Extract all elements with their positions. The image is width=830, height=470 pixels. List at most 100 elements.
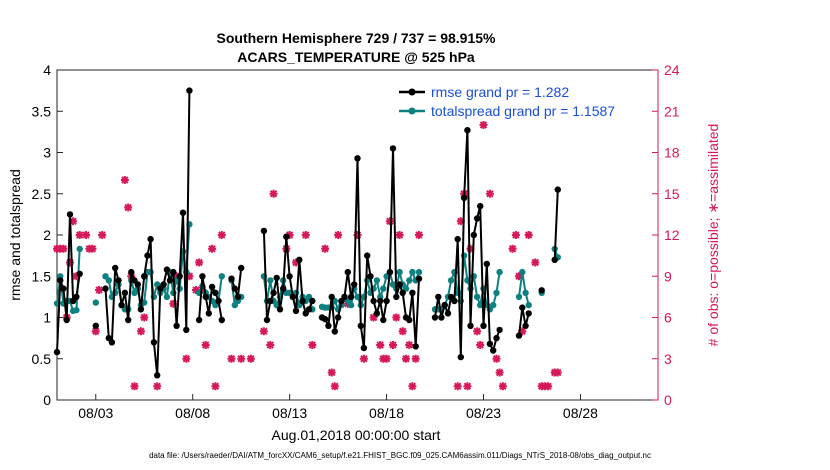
rmse-point <box>60 285 67 292</box>
right-y-tick-label: 3 <box>664 351 672 367</box>
obs-count-marker <box>408 382 417 391</box>
data-file-footer: data file: /Users/raeder/DAI/ATM_forcXX/… <box>149 451 651 460</box>
obs-marker-stroke <box>402 355 410 363</box>
obs-marker-stroke <box>382 355 391 363</box>
obs-marker-stroke <box>331 382 339 390</box>
obs-marker-stroke <box>544 382 552 390</box>
right-y-tick-label: 21 <box>664 103 680 119</box>
x-tick-label: 08/13 <box>272 405 307 421</box>
obs-marker-stroke <box>479 121 488 129</box>
obs-count-marker <box>269 189 278 198</box>
obs-marker-stroke <box>512 231 520 239</box>
rmse-point <box>276 306 284 313</box>
x-tick-label: 08/23 <box>466 405 501 421</box>
rmse-point <box>108 339 116 346</box>
rmse-point <box>195 316 203 324</box>
rmse-point <box>431 314 439 321</box>
rmse-point <box>102 285 109 292</box>
obs-marker-stroke <box>140 313 148 322</box>
rmse-point <box>331 328 338 335</box>
rmse-point <box>137 306 145 313</box>
rmse-point <box>154 372 161 379</box>
rmse-point <box>267 297 274 305</box>
obs-marker-stroke <box>454 382 462 390</box>
obs-count-marker <box>266 341 275 349</box>
rmse-point <box>383 297 390 305</box>
obs-marker-stroke <box>98 231 106 239</box>
rmse-point <box>118 301 125 309</box>
rmse-point <box>551 256 558 263</box>
obs-marker-stroke <box>495 368 504 377</box>
rmse-point <box>412 343 419 350</box>
obs-count-marker <box>463 382 472 391</box>
x-tick-label: 08/03 <box>78 405 113 421</box>
rmse-point <box>286 273 293 280</box>
obs-marker-stroke <box>415 231 423 239</box>
obs-count-marker <box>195 258 204 267</box>
y-tick-label: 2 <box>43 227 51 243</box>
right-y-tick-label: 9 <box>664 268 672 284</box>
rmse-point <box>399 289 406 296</box>
y-tick-label: 0 <box>43 392 51 408</box>
rmse-point <box>554 186 561 193</box>
rmse-point <box>215 297 222 305</box>
obs-marker-stroke <box>59 245 68 253</box>
rmse-point <box>409 289 416 296</box>
rmse-point <box>270 289 277 296</box>
chart-subtitle: ACARS_TEMPERATURE @ 525 hPa <box>237 49 475 65</box>
totalspread-point <box>380 285 387 292</box>
rmse-point <box>305 306 313 313</box>
obs-count-marker <box>227 354 236 363</box>
obs-marker-stroke <box>182 355 191 363</box>
rmse-point <box>176 273 183 280</box>
rmse-point <box>76 270 83 277</box>
obs-count-marker <box>237 354 246 363</box>
obs-marker-stroke <box>266 341 274 349</box>
rmse-point <box>141 273 148 280</box>
obs-count-marker <box>485 189 494 198</box>
totalspread-point <box>519 268 526 276</box>
obs-count-marker <box>453 382 462 391</box>
rmse-point <box>296 256 303 263</box>
rmse-point <box>173 322 180 329</box>
right-y-tick-label: 12 <box>664 227 680 243</box>
rmse-point <box>538 287 545 294</box>
obs-count-marker <box>98 231 107 239</box>
obs-count-marker <box>334 231 343 239</box>
rmse-point <box>415 275 423 282</box>
obs-marker-stroke <box>308 341 317 349</box>
rmse-point <box>367 273 374 280</box>
rmse-point <box>228 275 235 282</box>
obs-count-marker <box>211 382 220 391</box>
totalspread-point <box>73 306 80 314</box>
rmse-point <box>160 281 167 288</box>
rmse-point <box>66 211 74 218</box>
obs-marker-stroke <box>360 355 368 363</box>
legend-totalspread-label: totalspread grand pr = 1.1587 <box>431 103 615 119</box>
obs-count-marker <box>473 327 482 336</box>
obs-marker-stroke <box>75 231 84 239</box>
obs-marker-stroke <box>247 355 255 363</box>
rmse-point <box>393 293 400 301</box>
obs-marker-stroke <box>269 190 278 198</box>
obs-marker-stroke <box>82 231 90 239</box>
rmse-point <box>218 316 225 324</box>
totalspread-point <box>373 277 381 284</box>
obs-marker-stroke <box>321 245 329 253</box>
obs-count-marker <box>531 258 540 267</box>
rmse-point <box>231 285 238 292</box>
rmse-point <box>444 310 452 317</box>
obs-count-marker <box>208 244 217 253</box>
rmse-point <box>460 194 468 202</box>
obs-marker-stroke <box>554 368 562 377</box>
totalspread-point <box>354 293 361 301</box>
obs-marker-stroke <box>201 341 210 349</box>
y-tick-label: 3 <box>43 145 51 161</box>
rmse-point <box>292 307 300 315</box>
totalspread-point <box>218 273 225 280</box>
obs-marker-stroke <box>411 355 420 363</box>
obs-marker-stroke <box>405 341 413 349</box>
rmse-point <box>238 264 245 272</box>
rmse-point <box>334 314 342 321</box>
rmse-point <box>454 235 461 243</box>
